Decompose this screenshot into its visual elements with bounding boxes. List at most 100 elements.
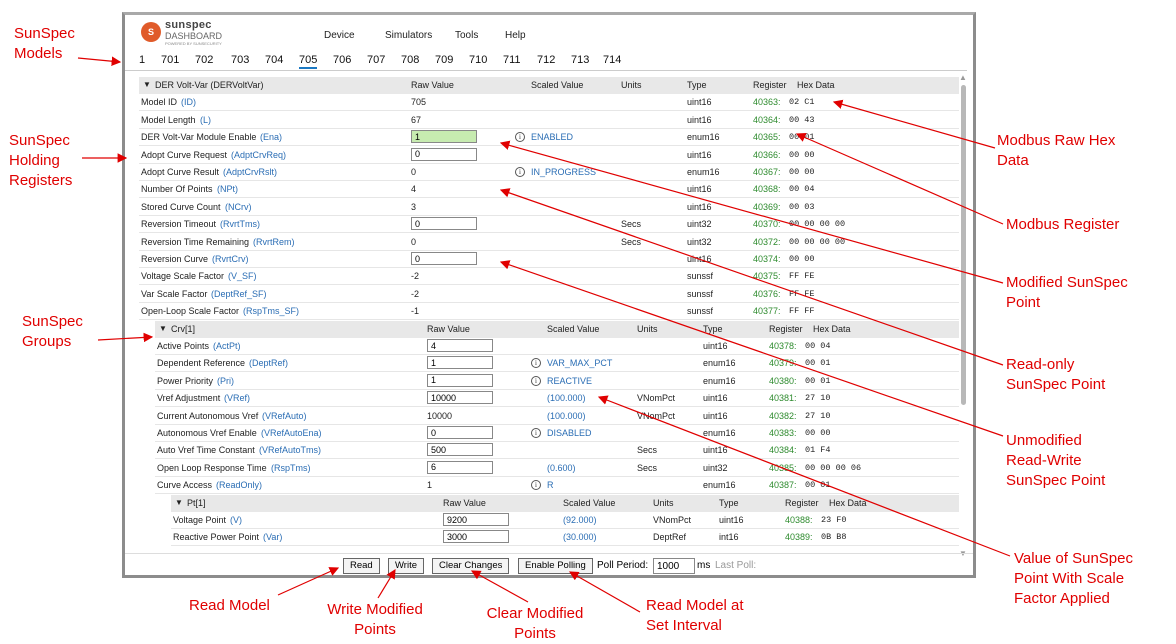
info-icon[interactable]: i xyxy=(531,375,541,386)
point-row: Voltage Point(V) (92.000) VNomPct uint16 403… xyxy=(171,512,959,529)
poll-period-input[interactable] xyxy=(653,558,695,574)
model-tab-704[interactable]: 704 xyxy=(265,54,284,66)
group-title: DER Volt-Var (DERVoltVar) xyxy=(155,80,264,90)
model-tab-706[interactable]: 706 xyxy=(333,54,352,66)
point-symbol: (VRefAuto) xyxy=(262,410,307,421)
column-header-register: Register xyxy=(753,80,787,90)
point-register: 40377: xyxy=(753,306,781,317)
point-type: enum16 xyxy=(687,132,720,143)
group-header-pt: ▼ Pt[1] Raw Value Scaled Value Units Type Regi… xyxy=(171,494,959,512)
point-label: Var Scale Factor xyxy=(141,288,208,299)
column-header-raw: Raw Value xyxy=(427,323,470,334)
point-register: 40380: xyxy=(769,375,797,386)
annotation-line: Modbus Raw Hex xyxy=(997,132,1116,149)
point-raw-input[interactable] xyxy=(443,530,509,544)
column-header-raw: Raw Value xyxy=(411,80,454,90)
column-header-units: Units xyxy=(621,80,642,90)
point-raw-input[interactable] xyxy=(411,252,477,265)
point-raw-input[interactable] xyxy=(427,426,493,439)
point-raw-input[interactable] xyxy=(411,130,477,144)
model-tab-703[interactable]: 703 xyxy=(231,54,250,66)
scroll-thumb[interactable] xyxy=(961,85,966,405)
point-symbol: (ReadOnly) xyxy=(216,480,263,491)
model-tab-713[interactable]: 713 xyxy=(571,54,590,66)
point-register: 40370: xyxy=(753,219,781,230)
collapse-triangle-icon[interactable]: ▼ xyxy=(159,323,167,333)
point-type: uint16 xyxy=(687,97,712,108)
point-label: Voltage Point xyxy=(173,515,227,525)
read-button[interactable]: Read xyxy=(343,558,380,574)
point-register: 40378: xyxy=(769,341,797,351)
scroll-up-icon[interactable]: ▲ xyxy=(959,73,967,82)
info-icon[interactable]: i xyxy=(515,132,525,143)
point-symbol: (AdptCrvReq) xyxy=(231,149,287,160)
point-scaled-value: R xyxy=(547,480,554,491)
info-icon[interactable]: i xyxy=(531,428,541,438)
point-register: 40376: xyxy=(753,288,781,299)
group-header-model: ▼ DER Volt-Var (DERVoltVar) Raw Value Scale… xyxy=(139,77,959,94)
model-tab-714[interactable]: 714 xyxy=(603,54,622,66)
menu-simulators[interactable]: Simulators xyxy=(385,30,433,41)
column-header-type: Type xyxy=(719,497,739,508)
point-raw-input[interactable] xyxy=(427,443,493,457)
info-icon[interactable]: i xyxy=(531,480,541,491)
point-hex-data: 00 03 xyxy=(789,201,815,212)
annotation-line: Points xyxy=(514,625,556,642)
point-raw-input[interactable] xyxy=(427,373,493,387)
annotation-line: Holding xyxy=(9,152,60,169)
write-button[interactable]: Write xyxy=(388,558,424,574)
model-tab-707[interactable]: 707 xyxy=(367,54,386,66)
point-raw-value: 705 xyxy=(411,97,427,108)
model-tab-708[interactable]: 708 xyxy=(401,54,420,66)
point-raw-input[interactable] xyxy=(427,391,493,405)
point-raw-input[interactable] xyxy=(443,513,509,526)
point-type: enum16 xyxy=(703,375,736,386)
arrow-modified xyxy=(499,140,1004,284)
point-type: int16 xyxy=(719,532,739,543)
model-tab-705[interactable]: 705 xyxy=(299,54,318,69)
sunspec-logo: S sunspec DASHBOARD POWERED BY SUNSECURI… xyxy=(141,19,222,46)
collapse-triangle-icon[interactable]: ▼ xyxy=(175,497,183,507)
column-header-type: Type xyxy=(687,80,707,90)
point-raw-input[interactable] xyxy=(411,217,477,231)
point-units: Secs xyxy=(637,462,658,473)
model-tab-702[interactable]: 702 xyxy=(195,54,214,66)
menu-tools[interactable]: Tools xyxy=(455,30,479,41)
annotation-line: Read Model at xyxy=(646,597,744,614)
point-raw-input[interactable] xyxy=(427,460,493,474)
point-type: uint16 xyxy=(687,184,712,195)
model-tab-710[interactable]: 710 xyxy=(469,54,488,66)
model-tab-709[interactable]: 709 xyxy=(435,54,454,66)
info-icon[interactable]: i xyxy=(515,167,525,177)
arrow-clear xyxy=(470,570,529,603)
point-row: Open-Loop Scale Factor (RspTms_SF) -1 sunss… xyxy=(139,303,959,321)
point-units: Secs xyxy=(637,445,658,456)
point-symbol: (V) xyxy=(230,515,242,525)
menu-device[interactable]: Device xyxy=(324,30,355,41)
annotation-line: Value of SunSpec xyxy=(1014,550,1133,567)
model-tab-711[interactable]: 711 xyxy=(503,54,521,66)
model-tab-712[interactable]: 712 xyxy=(537,54,556,66)
point-register: 40381: xyxy=(769,393,797,404)
point-label: Open-Loop Scale Factor xyxy=(141,306,240,317)
enable-polling-button[interactable]: Enable Polling xyxy=(518,558,593,574)
info-icon[interactable]: i xyxy=(531,358,541,369)
point-raw-input[interactable] xyxy=(427,356,493,370)
model-tab-1[interactable]: 1 xyxy=(139,54,146,66)
point-raw-input[interactable] xyxy=(411,147,477,161)
point-raw-input[interactable] xyxy=(427,339,493,352)
clear-changes-button[interactable]: Clear Changes xyxy=(432,558,510,574)
point-label: Autonomous Vref Enable xyxy=(157,428,257,438)
point-type: uint32 xyxy=(687,236,712,247)
menu-help[interactable]: Help xyxy=(505,30,526,41)
point-register: 40375: xyxy=(753,271,781,282)
point-scaled-value: (0.600) xyxy=(547,462,576,473)
model-tab-701[interactable]: 701 xyxy=(161,54,180,66)
arrow-write xyxy=(377,568,396,599)
point-hex-data: 00 00 00 00 xyxy=(789,219,846,230)
annotation-sunspec-models: SunSpec Models xyxy=(14,24,75,64)
collapse-triangle-icon[interactable]: ▼ xyxy=(143,80,151,89)
arrow-raw-hex xyxy=(832,99,996,149)
point-label: Curve Access xyxy=(157,480,213,491)
